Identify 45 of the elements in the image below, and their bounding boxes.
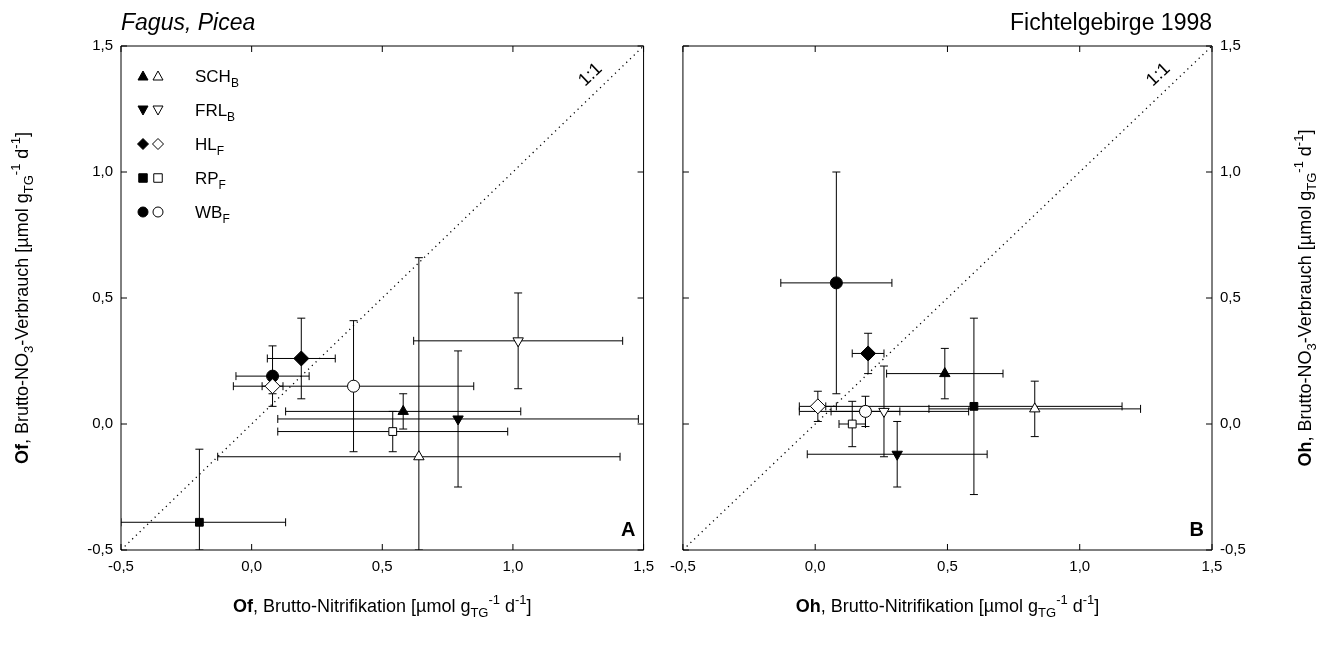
- point: [809, 398, 826, 415]
- point: [1029, 402, 1041, 413]
- point: [397, 404, 409, 415]
- x-tick-label: 0,0: [804, 557, 826, 575]
- point: [388, 427, 398, 436]
- y2-tick-label: 0,0: [1220, 414, 1241, 432]
- annotation: 1:1: [573, 58, 606, 90]
- y-tick-label: 1,5: [92, 36, 113, 54]
- y-tick-label: 0,5: [92, 288, 113, 306]
- point: [891, 450, 903, 461]
- point: [858, 404, 872, 418]
- point: [847, 419, 857, 429]
- y2-tick-label: 1,5: [1220, 36, 1241, 54]
- point: [347, 379, 361, 393]
- chart-title: Fagus, Picea: [121, 9, 256, 35]
- x-tick-label: 1,0: [1069, 557, 1091, 575]
- y-tick-label: -0,5: [87, 540, 113, 558]
- x-tick-label: 0,5: [937, 557, 958, 575]
- point: [452, 415, 464, 426]
- x-tick-label: 0,5: [371, 557, 393, 575]
- point: [293, 350, 310, 367]
- annotation: 1:1: [1141, 58, 1174, 90]
- x-tick-label: 1,0: [502, 557, 524, 575]
- point: [829, 276, 843, 290]
- x-tick-label: -0,5: [669, 557, 696, 575]
- chart-title: Fichtelgebirge 1998: [1009, 9, 1213, 35]
- x-tick-label: 0,0: [241, 557, 263, 575]
- annotation: A: [621, 517, 636, 540]
- y-tick-label: 1,0: [92, 162, 113, 180]
- point: [264, 378, 281, 395]
- point: [195, 517, 204, 527]
- x-tick-label: 1,5: [633, 557, 654, 575]
- x-tick-label: 1,5: [1201, 557, 1223, 575]
- y-tick-label: 0,0: [92, 414, 113, 432]
- point: [512, 337, 524, 348]
- point: [860, 345, 877, 362]
- y2-tick-label: -0,5: [1220, 540, 1246, 558]
- y2-tick-label: 0,5: [1220, 288, 1241, 306]
- x-tick-label: -0,5: [108, 557, 134, 575]
- point: [878, 407, 890, 418]
- annotation: B: [1189, 517, 1204, 540]
- y2-tick-label: 1,0: [1220, 162, 1241, 180]
- point: [939, 367, 951, 378]
- point: [413, 450, 425, 461]
- point: [969, 401, 979, 411]
